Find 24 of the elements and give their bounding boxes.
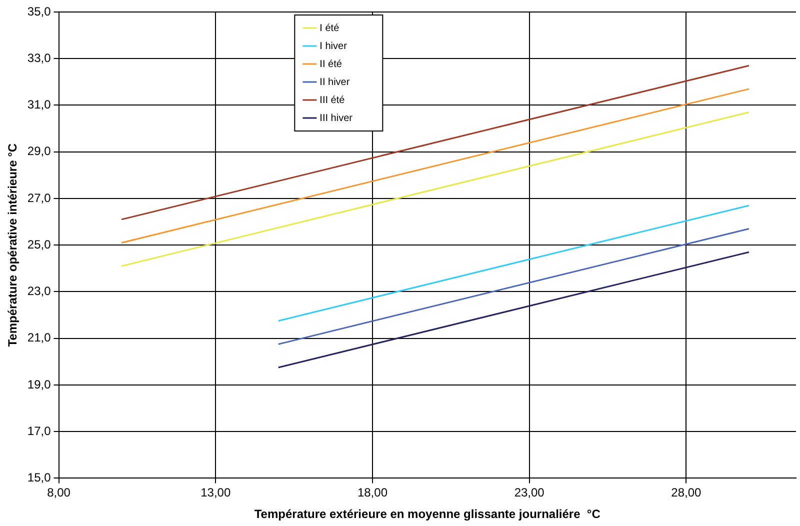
y-tick-label: 23,0	[27, 284, 52, 298]
y-tick-label: 31,0	[27, 98, 52, 112]
x-tick-label: 23,00	[514, 486, 545, 500]
y-axis-title: Température opérative intérieure °C	[6, 143, 20, 347]
y-tick-label: 35,0	[27, 4, 52, 18]
y-tick-label: 27,0	[27, 190, 52, 205]
x-tick-label: 18,00	[357, 486, 388, 500]
y-tick-label: 15,0	[27, 470, 52, 485]
x-tick-label: 8,00	[47, 486, 71, 500]
legend-label: III hiver	[320, 112, 354, 124]
x-tick-label: 28,00	[671, 486, 702, 500]
x-tick-label: 13,00	[200, 486, 231, 500]
y-tick-label: 19,0	[27, 377, 52, 392]
legend-label: III été	[320, 94, 346, 106]
x-axis-title: Température extérieure en moyenne glissante journaliére °C	[254, 507, 601, 522]
y-tick-label: 21,0	[27, 330, 52, 345]
legend-label: I été	[320, 22, 340, 34]
legend-label: II été	[320, 58, 342, 70]
y-tick-label: 33,0	[27, 50, 52, 65]
y-tick-label: 17,0	[27, 424, 52, 438]
y-tick-label: 29,0	[27, 144, 52, 158]
y-tick-label: 25,0	[27, 237, 52, 252]
legend-label: II hiver	[320, 76, 350, 88]
legend-label: I hiver	[320, 40, 348, 52]
